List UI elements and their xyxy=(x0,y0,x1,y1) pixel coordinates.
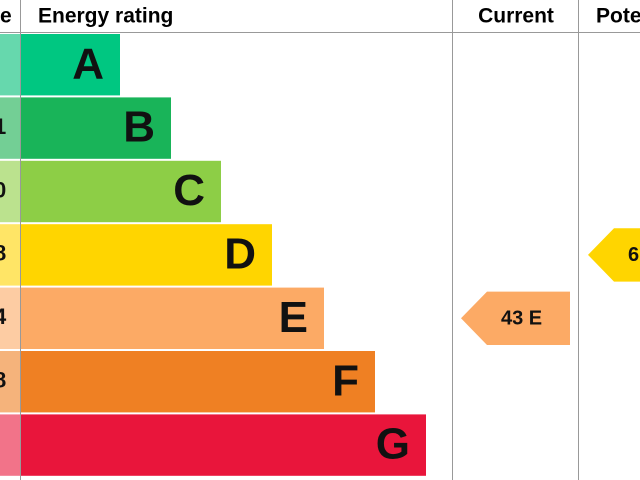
score-cell xyxy=(0,224,20,286)
band-bar xyxy=(21,287,324,349)
band-bar xyxy=(21,160,221,223)
band-letter: E xyxy=(279,293,308,342)
header-potential: Pote xyxy=(596,5,640,28)
score-cell xyxy=(0,351,20,413)
header-current: Current xyxy=(478,5,554,28)
current-label: 43 E xyxy=(501,308,542,330)
header-score: e xyxy=(0,5,12,28)
band-letter: A xyxy=(72,39,104,88)
score-cell xyxy=(0,160,20,223)
band-bar xyxy=(21,224,272,286)
header-rating: Energy rating xyxy=(38,5,173,28)
band-letter: C xyxy=(173,166,205,215)
band-letter: D xyxy=(224,230,256,279)
score-label: 0 xyxy=(0,177,6,202)
score-label: 8 xyxy=(0,241,6,266)
score-label: 4 xyxy=(0,304,7,329)
score-cell xyxy=(0,34,20,96)
score-label: 8 xyxy=(0,368,6,393)
potential-label: 6 xyxy=(628,244,639,266)
band-letter: F xyxy=(332,356,359,405)
score-cell xyxy=(0,97,20,159)
band-letter: G xyxy=(376,420,410,469)
band-letter: B xyxy=(123,103,155,152)
band-bar xyxy=(21,351,375,413)
score-cell xyxy=(0,414,20,476)
band-bar xyxy=(21,97,171,159)
band-bar xyxy=(21,414,426,476)
potential-arrow xyxy=(588,228,640,282)
current-arrow xyxy=(461,291,570,345)
score-label: 1 xyxy=(0,114,6,139)
score-cell xyxy=(0,287,20,349)
band-bar xyxy=(21,34,120,96)
